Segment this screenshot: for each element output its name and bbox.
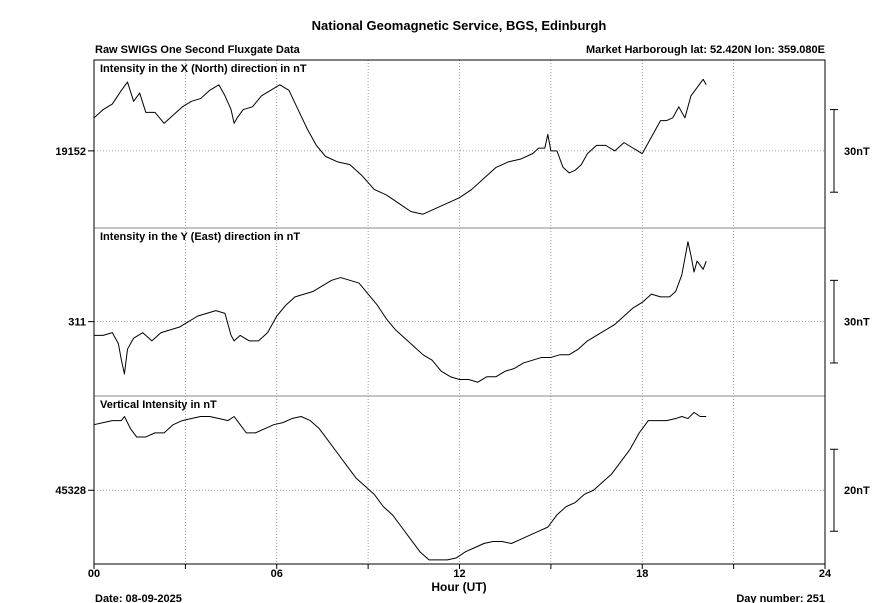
chart-subtitle-left: Raw SWIGS One Second Fluxgate Data: [95, 44, 301, 56]
plot-frame: [93, 59, 826, 565]
x-tick-label-00: 00: [88, 568, 100, 580]
series-line-z: [93, 411, 707, 561]
series-line-x: [93, 78, 707, 215]
panel-label-z: Vertical Intensity in nT: [100, 399, 217, 411]
grid-lines: [184, 60, 735, 564]
x-tick-label-06: 06: [271, 568, 283, 580]
panel-label-y: Intensity in the Y (East) direction in n…: [100, 231, 300, 243]
series-line-y: [94, 241, 707, 383]
x-axis-label: Hour (UT): [431, 580, 486, 594]
panels: Intensity in the X (North) direction in …: [55, 63, 870, 561]
day-number-label: Day number: 251: [736, 593, 825, 603]
scale-label-z: 20nT: [844, 485, 870, 497]
ref-tick-label-z: 45328: [55, 485, 86, 497]
panel-y: Intensity in the Y (East) direction in n…: [68, 227, 870, 383]
ref-tick-label-x: 19152: [55, 146, 86, 158]
chart-subtitle-right: Market Harborough lat: 52.420N lon: 359.…: [586, 44, 825, 56]
date-label: Date: 08-09-2025: [95, 593, 182, 603]
scale-label-y: 30nT: [844, 317, 870, 329]
scale-label-x: 30nT: [844, 146, 870, 158]
x-tick-label-12: 12: [453, 568, 465, 580]
ref-tick-label-y: 311: [68, 317, 86, 329]
panel-label-x: Intensity in the X (North) direction in …: [100, 63, 307, 75]
panel-z: Vertical Intensity in nT 45328 20nT: [55, 395, 870, 561]
panel-x: Intensity in the X (North) direction in …: [55, 63, 870, 215]
x-tick-label-24: 24: [819, 568, 832, 580]
x-tick-label-18: 18: [636, 568, 648, 580]
chart-title: National Geomagnetic Service, BGS, Edinb…: [312, 18, 607, 33]
x-axis: 00 06 12 18 24: [88, 564, 832, 580]
